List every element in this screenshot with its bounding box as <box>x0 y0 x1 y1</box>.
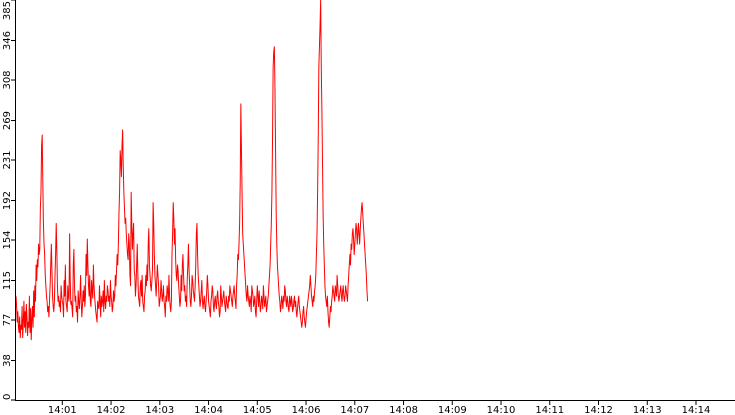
x-tick-label: 14:14 <box>682 405 711 415</box>
y-tick-label: 192 <box>2 191 13 210</box>
x-tick-label: 14:08 <box>389 405 418 415</box>
y-tick-labels: 0 38 77 115 154 192 231 269 308 346 385 <box>2 1 13 400</box>
x-tick-label: 14:10 <box>487 405 516 415</box>
y-tick-label: 308 <box>2 70 13 89</box>
y-tick-label: 38 <box>2 354 13 367</box>
x-tick-label: 14:04 <box>194 405 223 415</box>
x-tick-label: 14:07 <box>340 405 369 415</box>
y-tick-label: 77 <box>2 314 13 327</box>
x-tick-label: 14:05 <box>243 405 272 415</box>
y-tick-label: 0 <box>2 394 13 400</box>
x-tick-label: 14:13 <box>633 405 662 415</box>
y-tick-label: 385 <box>2 1 13 20</box>
y-tick-label: 115 <box>2 271 13 290</box>
x-tick-labels: 14:01 14:02 14:03 14:04 14:05 14:06 14:07 14:08… <box>48 405 711 415</box>
y-tick-label: 231 <box>2 150 13 169</box>
y-tick-label: 154 <box>2 230 13 249</box>
x-tick-label: 14:01 <box>48 405 77 415</box>
x-tick-label: 14:03 <box>145 405 174 415</box>
x-tick-label: 14:06 <box>292 405 321 415</box>
x-tick-label: 14:12 <box>584 405 613 415</box>
x-tick-label: 14:09 <box>438 405 467 415</box>
y-tick-label: 269 <box>2 111 13 130</box>
series-line <box>15 0 369 341</box>
y-tick-label: 346 <box>2 31 13 50</box>
x-tick-label: 14:02 <box>97 405 126 415</box>
x-tick-label: 14:11 <box>535 405 564 415</box>
